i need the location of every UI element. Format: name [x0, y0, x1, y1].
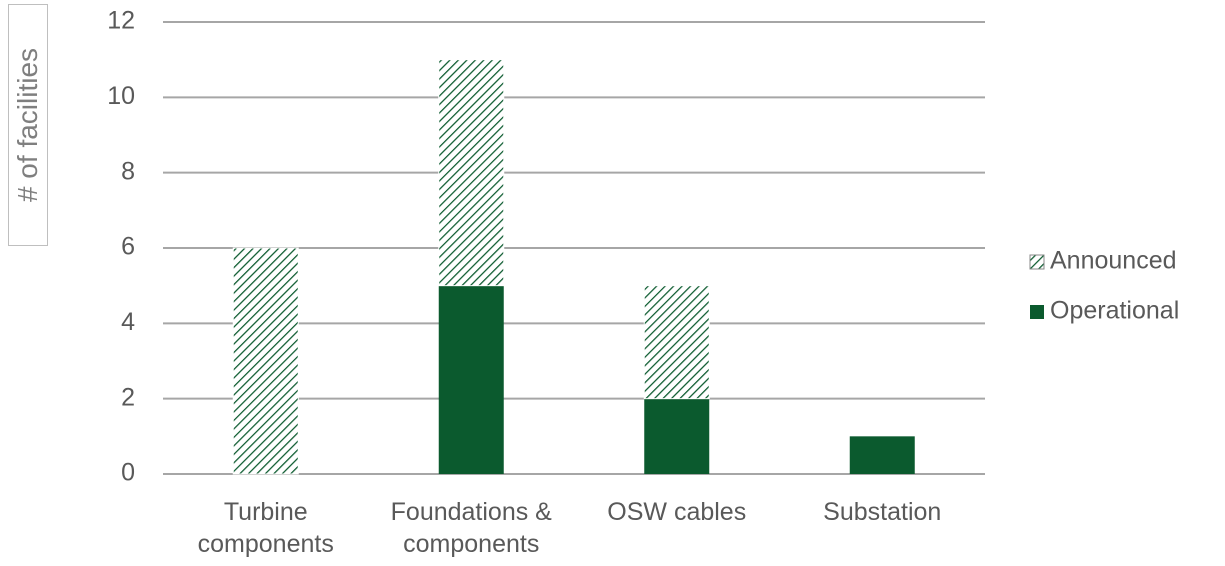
- y-tick-label: 0: [121, 459, 135, 487]
- x-tick-label: Substation: [823, 498, 942, 526]
- bar-segment: [643, 285, 710, 400]
- legend-label: Operational: [1050, 297, 1179, 325]
- y-tick-label: 10: [107, 82, 135, 110]
- y-tick-label: 6: [121, 233, 135, 261]
- legend-label: Announced: [1050, 247, 1177, 275]
- x-tick-label: Turbine components: [197, 498, 334, 558]
- bar-segment: [438, 285, 504, 474]
- y-axis-box: # of facilities: [8, 4, 48, 246]
- bar-segment: [644, 398, 710, 474]
- bar-segment: [849, 436, 915, 474]
- y-tick-label: 12: [107, 7, 135, 35]
- y-tick-label: 4: [121, 308, 135, 336]
- legend-marker: [1029, 254, 1045, 270]
- bar-segment: [232, 247, 299, 475]
- y-tick-label: 8: [121, 157, 135, 185]
- bar-segment: [438, 59, 505, 287]
- legend-marker: [1030, 305, 1044, 319]
- x-tick-label: OSW cables: [607, 498, 747, 526]
- x-tick-label: Foundations & components: [390, 498, 552, 558]
- y-tick-label: 2: [121, 383, 135, 411]
